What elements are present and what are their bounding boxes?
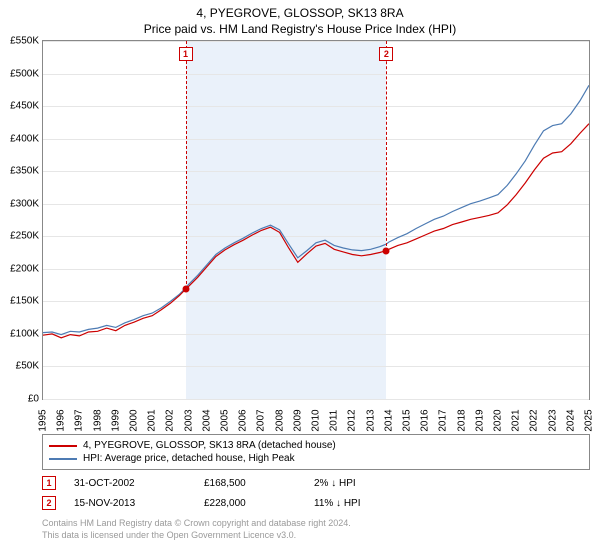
x-axis-label: 2016 <box>420 409 431 431</box>
x-axis-label: 2023 <box>547 409 558 431</box>
sale-date: 15-NOV-2013 <box>74 498 204 509</box>
x-axis-label: 1995 <box>38 409 49 431</box>
y-axis-label: £150K <box>10 296 43 307</box>
x-axis-label: 2007 <box>256 409 267 431</box>
page-subtitle: Price paid vs. HM Land Registry's House … <box>0 20 600 40</box>
sale-date: 31-OCT-2002 <box>74 478 204 489</box>
sale-delta: 2% ↓ HPI <box>314 478 356 489</box>
sale-marker-box: 2 <box>379 47 393 61</box>
x-axis-label: 1997 <box>74 409 85 431</box>
gridline <box>43 399 589 400</box>
x-axis-label: 2004 <box>201 409 212 431</box>
series-hpi <box>43 85 589 334</box>
x-axis-label: 1998 <box>92 409 103 431</box>
sale-marker-point <box>383 247 390 254</box>
x-axis-label: 2024 <box>565 409 576 431</box>
x-axis-label: 2013 <box>365 409 376 431</box>
y-axis-label: £300K <box>10 198 43 209</box>
x-axis-label: 2017 <box>438 409 449 431</box>
x-axis-label: 2011 <box>329 410 340 432</box>
sale-marker-line <box>186 41 187 289</box>
x-axis-label: 2008 <box>274 409 285 431</box>
y-axis-label: £200K <box>10 263 43 274</box>
sale-price: £228,000 <box>204 498 314 509</box>
y-axis-label: £0 <box>28 394 43 405</box>
legend-item: 4, PYEGROVE, GLOSSOP, SK13 8RA (detached… <box>49 439 583 452</box>
sale-delta: 11% ↓ HPI <box>314 498 361 509</box>
x-axis-label: 2015 <box>402 409 413 431</box>
sale-row: 2 15-NOV-2013£228,00011% ↓ HPI <box>42 496 590 510</box>
x-axis-label: 2014 <box>383 409 394 431</box>
series-property <box>43 124 589 338</box>
x-axis-label: 1999 <box>110 409 121 431</box>
x-axis-label: 2001 <box>147 409 158 431</box>
x-axis-label: 2006 <box>238 409 249 431</box>
legend-label: 4, PYEGROVE, GLOSSOP, SK13 8RA (detached… <box>83 440 336 451</box>
x-axis-label: 2003 <box>183 409 194 431</box>
sale-row-marker: 2 <box>42 496 56 510</box>
footnote-line: Contains HM Land Registry data © Crown c… <box>42 518 590 530</box>
legend-item: HPI: Average price, detached house, High… <box>49 452 583 465</box>
x-axis-label: 2002 <box>165 409 176 431</box>
x-axis-label: 2022 <box>529 409 540 431</box>
x-axis-label: 2020 <box>493 409 504 431</box>
x-axis-label: 2021 <box>511 409 522 431</box>
x-axis-label: 2012 <box>347 409 358 431</box>
plot-svg <box>43 41 589 399</box>
y-axis-label: £100K <box>10 328 43 339</box>
chart-container: 4, PYEGROVE, GLOSSOP, SK13 8RA Price pai… <box>0 0 600 560</box>
y-axis-label: £450K <box>10 101 43 112</box>
x-axis-label: 2018 <box>456 409 467 431</box>
x-axis-label: 1996 <box>56 409 67 431</box>
footnote: Contains HM Land Registry data © Crown c… <box>42 518 590 541</box>
y-axis-label: £350K <box>10 166 43 177</box>
x-axis-label: 2005 <box>220 409 231 431</box>
y-axis-label: £550K <box>10 36 43 47</box>
sale-row: 1 31-OCT-2002£168,5002% ↓ HPI <box>42 476 590 490</box>
legend-label: HPI: Average price, detached house, High… <box>83 453 295 464</box>
sale-marker-line <box>386 41 387 251</box>
y-axis-label: £250K <box>10 231 43 242</box>
sales-table: 1 31-OCT-2002£168,5002% ↓ HPI 2 15-NOV-2013… <box>0 476 600 510</box>
x-axis-label: 2000 <box>129 409 140 431</box>
sale-row-marker: 1 <box>42 476 56 490</box>
x-axis-label: 2009 <box>292 409 303 431</box>
y-axis-label: £50K <box>16 361 43 372</box>
legend-swatch <box>49 458 77 460</box>
page-title: 4, PYEGROVE, GLOSSOP, SK13 8RA <box>0 0 600 20</box>
footnote-line: This data is licensed under the Open Gov… <box>42 530 590 542</box>
legend-swatch <box>49 445 77 447</box>
sale-price: £168,500 <box>204 478 314 489</box>
x-axis-label: 2010 <box>311 409 322 431</box>
x-axis-label: 2025 <box>584 409 595 431</box>
legend: 4, PYEGROVE, GLOSSOP, SK13 8RA (detached… <box>42 434 590 470</box>
y-axis-label: £400K <box>10 133 43 144</box>
line-chart: £0£50K£100K£150K£200K£250K£300K£350K£400… <box>42 40 590 400</box>
x-axis-label: 2019 <box>474 409 485 431</box>
sale-marker-box: 1 <box>179 47 193 61</box>
sale-marker-point <box>182 286 189 293</box>
y-axis-label: £500K <box>10 68 43 79</box>
